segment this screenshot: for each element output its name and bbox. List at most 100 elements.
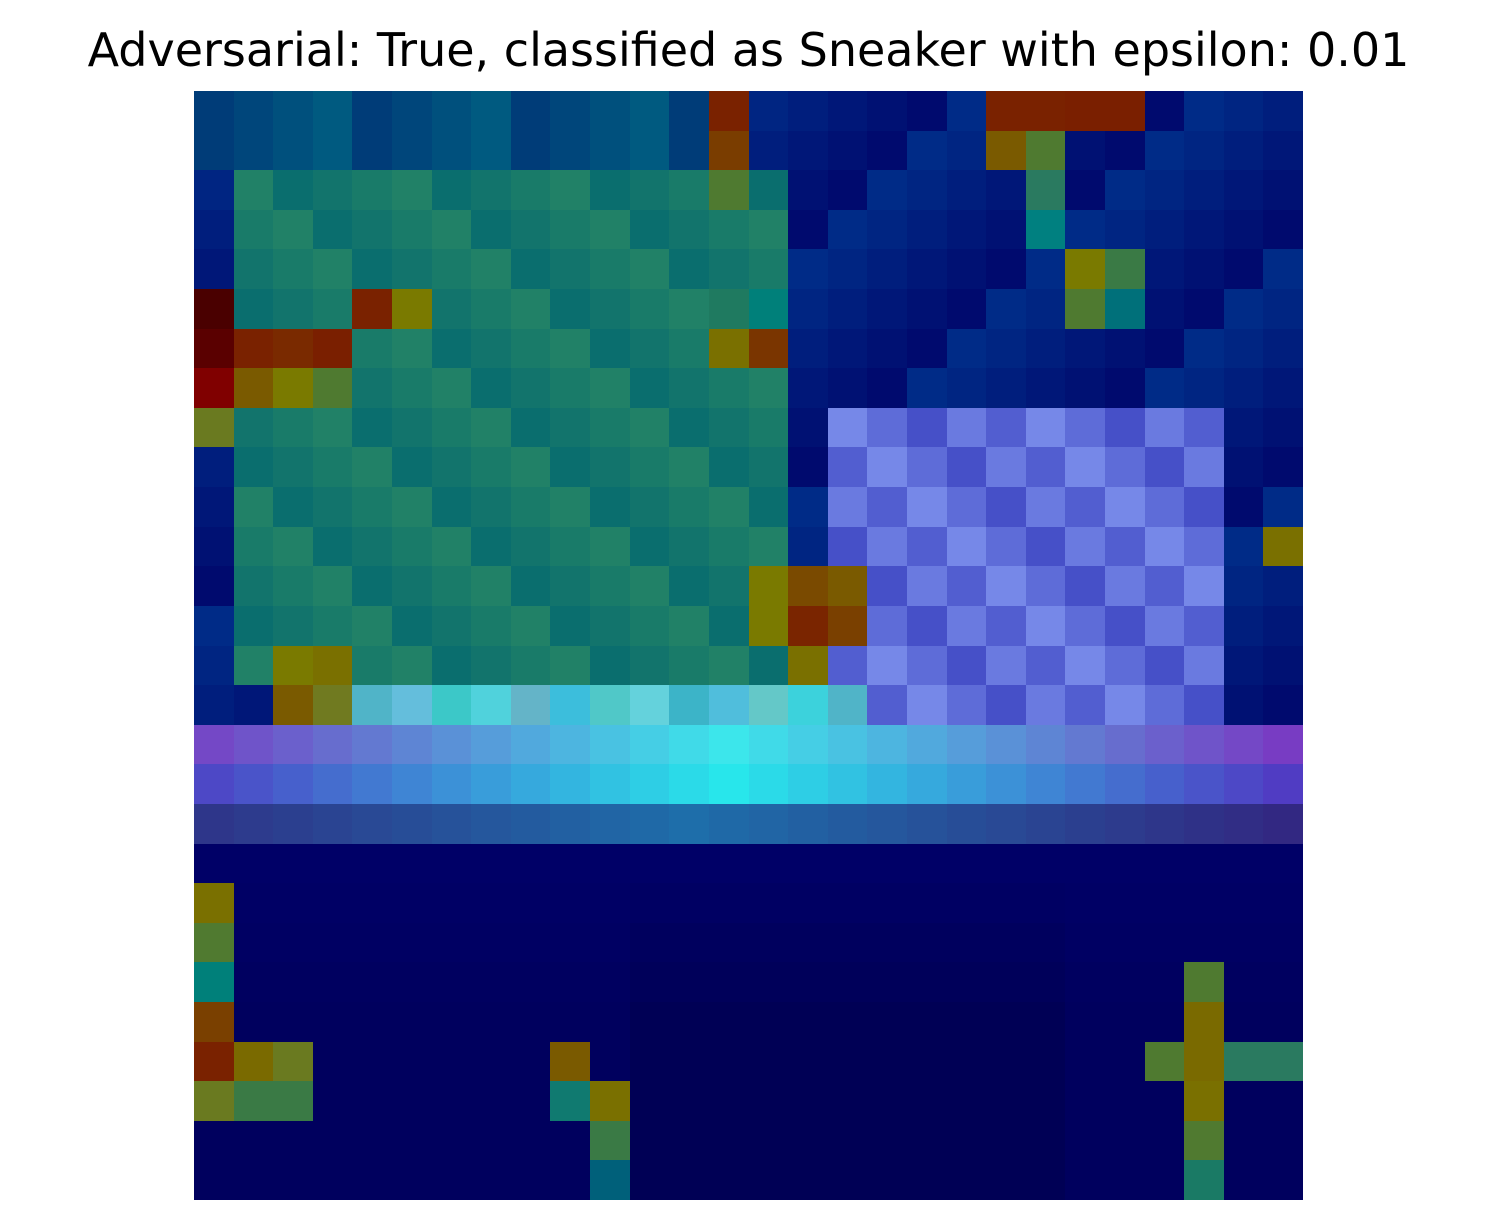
image-pixel <box>1144 447 1185 488</box>
image-pixel <box>431 724 472 765</box>
image-pixel <box>392 962 432 1002</box>
image-pixel <box>1184 843 1224 884</box>
image-pixel <box>1104 645 1145 686</box>
image-pixel <box>194 764 234 804</box>
image-pixel <box>273 407 313 448</box>
image-pixel <box>194 962 234 1002</box>
image-pixel <box>1184 407 1224 448</box>
image-pixel <box>233 645 274 686</box>
image-pixel <box>1144 487 1185 527</box>
image-pixel <box>946 1160 987 1200</box>
image-pixel <box>986 487 1026 527</box>
image-pixel <box>1144 368 1185 408</box>
image-pixel <box>273 1160 313 1200</box>
image-pixel <box>1144 1041 1185 1082</box>
image-pixel <box>906 685 947 725</box>
image-pixel <box>550 91 591 131</box>
image-pixel <box>1144 289 1185 329</box>
image-pixel <box>510 1001 551 1042</box>
image-pixel <box>510 447 551 488</box>
image-pixel <box>471 209 511 250</box>
image-pixel <box>946 566 987 606</box>
image-pixel <box>629 962 670 1002</box>
image-pixel <box>273 209 313 250</box>
image-pixel <box>471 566 511 606</box>
image-pixel <box>708 1041 749 1082</box>
image-pixel <box>827 1041 868 1082</box>
image-pixel <box>510 843 551 884</box>
image-pixel <box>194 883 234 923</box>
image-pixel <box>986 883 1026 923</box>
image-pixel <box>1025 1001 1066 1042</box>
adversarial-image <box>194 91 1303 1200</box>
image-pixel <box>471 289 511 329</box>
image-pixel <box>906 91 947 131</box>
image-pixel <box>669 1160 709 1200</box>
image-pixel <box>946 526 987 567</box>
image-pixel <box>827 843 868 884</box>
image-pixel <box>1065 1160 1105 1200</box>
image-pixel <box>867 922 907 963</box>
image-pixel <box>1065 1041 1105 1082</box>
image-pixel <box>471 883 511 923</box>
image-pixel <box>827 922 868 963</box>
image-pixel <box>827 724 868 765</box>
image-pixel <box>233 1001 274 1042</box>
image-pixel <box>1104 605 1145 646</box>
image-pixel <box>788 526 828 567</box>
image-pixel <box>550 605 591 646</box>
image-pixel <box>1065 328 1105 369</box>
image-pixel <box>1025 1120 1066 1161</box>
image-pixel <box>1144 962 1185 1002</box>
image-pixel <box>748 328 789 369</box>
image-pixel <box>1144 843 1185 884</box>
image-pixel <box>1065 407 1105 448</box>
image-pixel <box>312 1120 353 1161</box>
image-pixel <box>986 130 1026 171</box>
image-pixel <box>352 249 393 290</box>
image-pixel <box>748 883 789 923</box>
image-pixel <box>669 645 709 686</box>
image-pixel <box>590 249 630 290</box>
image-pixel <box>194 407 234 448</box>
image-pixel <box>1144 1081 1185 1121</box>
image-pixel <box>590 605 630 646</box>
image-pixel <box>590 407 630 448</box>
image-pixel <box>748 1160 789 1200</box>
image-pixel <box>788 724 828 765</box>
image-pixel <box>392 1001 432 1042</box>
image-pixel <box>1263 1120 1303 1161</box>
image-pixel <box>1263 803 1303 844</box>
image-pixel <box>1025 685 1066 725</box>
image-pixel <box>906 883 947 923</box>
image-pixel <box>392 91 432 131</box>
image-pixel <box>233 685 274 725</box>
image-pixel <box>788 1001 828 1042</box>
image-pixel <box>1223 368 1264 408</box>
image-pixel <box>748 645 789 686</box>
image-pixel <box>550 487 591 527</box>
image-pixel <box>590 526 630 567</box>
image-pixel <box>986 1120 1026 1161</box>
image-pixel <box>194 1001 234 1042</box>
image-pixel <box>312 130 353 171</box>
image-pixel <box>550 803 591 844</box>
image-pixel <box>392 645 432 686</box>
image-pixel <box>510 368 551 408</box>
image-pixel <box>510 922 551 963</box>
image-pixel <box>1184 962 1224 1002</box>
image-pixel <box>748 209 789 250</box>
image-pixel <box>827 566 868 606</box>
image-pixel <box>471 1041 511 1082</box>
image-pixel <box>1223 289 1264 329</box>
image-pixel <box>1104 566 1145 606</box>
image-pixel <box>827 170 868 210</box>
image-pixel <box>906 526 947 567</box>
image-pixel <box>906 645 947 686</box>
image-pixel <box>590 1081 630 1121</box>
image-pixel <box>1144 209 1185 250</box>
image-pixel <box>629 1081 670 1121</box>
image-pixel <box>906 962 947 1002</box>
image-pixel <box>273 249 313 290</box>
image-pixel <box>906 803 947 844</box>
